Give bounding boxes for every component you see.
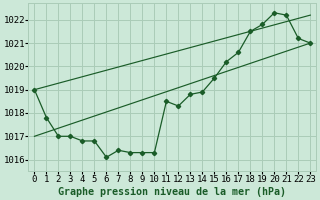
X-axis label: Graphe pression niveau de la mer (hPa): Graphe pression niveau de la mer (hPa): [58, 186, 286, 197]
